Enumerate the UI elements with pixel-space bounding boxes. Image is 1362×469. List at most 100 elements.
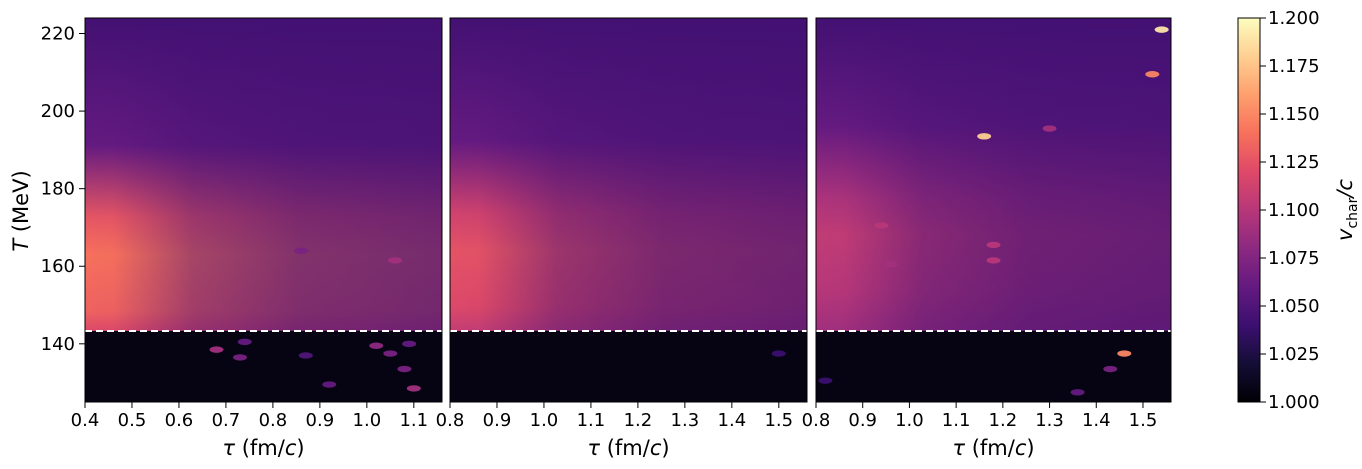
- heatmap-hotspot: [233, 354, 248, 361]
- x-axis-label-c: c: [650, 436, 662, 460]
- x-axis-label-close: ): [296, 436, 304, 460]
- x-tick-label: 1.3: [1035, 410, 1064, 431]
- heatmap-hotspot: [874, 222, 889, 229]
- x-tick-label: 0.8: [436, 410, 465, 431]
- heatmap-hotspot: [977, 133, 992, 140]
- x-tick-label: 1.4: [718, 410, 747, 431]
- heatmap-panel-3: 0.8 0.9 1.0 1.1 1.2 1.3 1.4 1.5 τ (fm/c): [802, 17, 1172, 460]
- heatmap-hotspot: [771, 350, 786, 357]
- y-axis-label-unit: (MeV): [9, 170, 33, 238]
- heatmap-hotspot: [1103, 365, 1118, 373]
- y-tick-label: 180: [41, 179, 75, 200]
- colorbar-tick-label: 1.100: [1268, 200, 1320, 221]
- heatmap-hotspot: [294, 247, 309, 254]
- heatmap-hotspot: [1145, 71, 1160, 78]
- colorbar: 1.000 1.025 1.050 1.075 1.100 1.125 1.150 1.175…: [1237, 8, 1361, 413]
- x-tick-label: 1.5: [1129, 410, 1158, 431]
- x-axis-label-c: c: [1015, 436, 1027, 460]
- x-tick-label: 1.0: [895, 410, 924, 431]
- heatmap-hotspot: [406, 385, 421, 392]
- x-tick-label: 0.7: [212, 410, 241, 431]
- y-tick-label: 220: [41, 24, 75, 45]
- heatmap-low-region: [816, 331, 1171, 402]
- heatmap-low-region: [450, 331, 807, 402]
- colorbar-label-main: v: [1333, 228, 1357, 241]
- heatmap-hotspot: [383, 350, 398, 357]
- x-axis-label: τ (fm/c): [222, 436, 304, 460]
- x-axis-label-unit: (fm/: [600, 436, 651, 460]
- heatmap-hotspot: [298, 352, 313, 359]
- panel-frame: [815, 17, 1172, 403]
- heatmap-hotspot: [322, 381, 337, 388]
- x-axis-label-unit: (fm/: [965, 436, 1016, 460]
- x-axis-label-symbol: τ: [952, 436, 965, 460]
- x-axis-label: τ (fm/c): [587, 436, 669, 460]
- x-tick-label: 1.1: [577, 410, 606, 431]
- panel-frame: [84, 17, 443, 403]
- y-axis-ticks: 140 160 180 200 220: [41, 24, 85, 355]
- x-tick-label: 1.0: [353, 410, 382, 431]
- heatmap-fade: [816, 18, 1171, 332]
- x-axis-label-c: c: [285, 436, 297, 460]
- heatmap-hotspot: [209, 346, 224, 353]
- y-tick-label: 200: [41, 101, 75, 122]
- x-axis-label: τ (fm/c): [952, 436, 1034, 460]
- heatmap-hotspot: [388, 257, 403, 264]
- heatmap-hotspot: [402, 340, 417, 348]
- colorbar-label-sub: char: [1345, 197, 1361, 228]
- heatmap-panel-2: 0.8 0.9 1.0 1.1 1.2 1.3 1.4 1.5 τ (fm/c): [436, 17, 808, 460]
- panel-frame: [449, 17, 808, 403]
- colorbar-label-tail: /c: [1333, 179, 1357, 200]
- x-tick-label: 0.9: [848, 410, 877, 431]
- y-tick-label: 160: [41, 256, 75, 277]
- x-axis-label-close: ): [661, 436, 669, 460]
- x-tick-label: 0.6: [165, 410, 194, 431]
- heatmap-hotspot: [986, 241, 1001, 249]
- x-tick-label: 0.4: [71, 410, 100, 431]
- heatmap-hotspot: [1117, 350, 1132, 357]
- colorbar-tick-label: 1.125: [1268, 152, 1320, 173]
- colorbar-ticks: 1.000 1.025 1.050 1.075 1.100 1.125 1.150 1.175…: [1260, 8, 1320, 413]
- heatmap-low-region: [85, 331, 442, 402]
- heatmap-hotspot: [883, 261, 898, 268]
- heatmap-hotspot: [986, 257, 1001, 264]
- colorbar-tick-label: 1.025: [1268, 344, 1320, 365]
- x-tick-label: 1.2: [624, 410, 653, 431]
- heatmap-hotspot: [237, 338, 252, 346]
- x-tick-label: 1.4: [1082, 410, 1111, 431]
- x-tick-label: 1.0: [530, 410, 559, 431]
- heatmap-fade: [85, 18, 442, 332]
- x-tick-label: 0.9: [306, 410, 335, 431]
- y-axis-label: T (MeV): [9, 170, 33, 251]
- x-tick-label: 0.8: [802, 410, 831, 431]
- y-tick-label: 140: [41, 334, 75, 355]
- x-tick-label: 1.1: [399, 410, 428, 431]
- x-axis-label-close: ): [1026, 436, 1034, 460]
- heatmap-hotspot: [369, 342, 384, 349]
- colorbar-tick-label: 1.000: [1268, 392, 1320, 413]
- heatmap-hotspot: [397, 365, 412, 373]
- heatmap-hotspot: [1042, 125, 1057, 132]
- x-tick-label: 0.8: [259, 410, 288, 431]
- colorbar-tick-label: 1.175: [1268, 56, 1320, 77]
- heatmap-hotspot: [818, 377, 833, 384]
- colorbar-tick-label: 1.075: [1268, 248, 1320, 269]
- x-axis-label-unit: (fm/: [235, 436, 286, 460]
- x-tick-label: 0.5: [118, 410, 147, 431]
- x-tick-label: 1.2: [989, 410, 1018, 431]
- y-axis-label-symbol: T: [9, 237, 33, 252]
- colorbar-tick-label: 1.200: [1268, 8, 1320, 29]
- heatmap-panel-1: 0.4 0.5 0.6 0.7 0.8 0.9 1.0 1.1 τ (fm/c): [71, 17, 443, 460]
- colorbar-tick-label: 1.050: [1268, 296, 1320, 317]
- x-tick-label: 0.9: [483, 410, 512, 431]
- x-tick-label: 1.5: [764, 410, 793, 431]
- x-tick-label: 1.1: [942, 410, 971, 431]
- x-tick-label: 1.3: [671, 410, 700, 431]
- heatmap-fade: [450, 18, 807, 332]
- colorbar-tick-label: 1.150: [1268, 104, 1320, 125]
- colorbar-label: vchar/c: [1333, 179, 1361, 241]
- colorbar-gradient: [1237, 17, 1261, 403]
- x-axis-label-symbol: τ: [587, 436, 600, 460]
- heatmap-hotspot: [1070, 389, 1085, 396]
